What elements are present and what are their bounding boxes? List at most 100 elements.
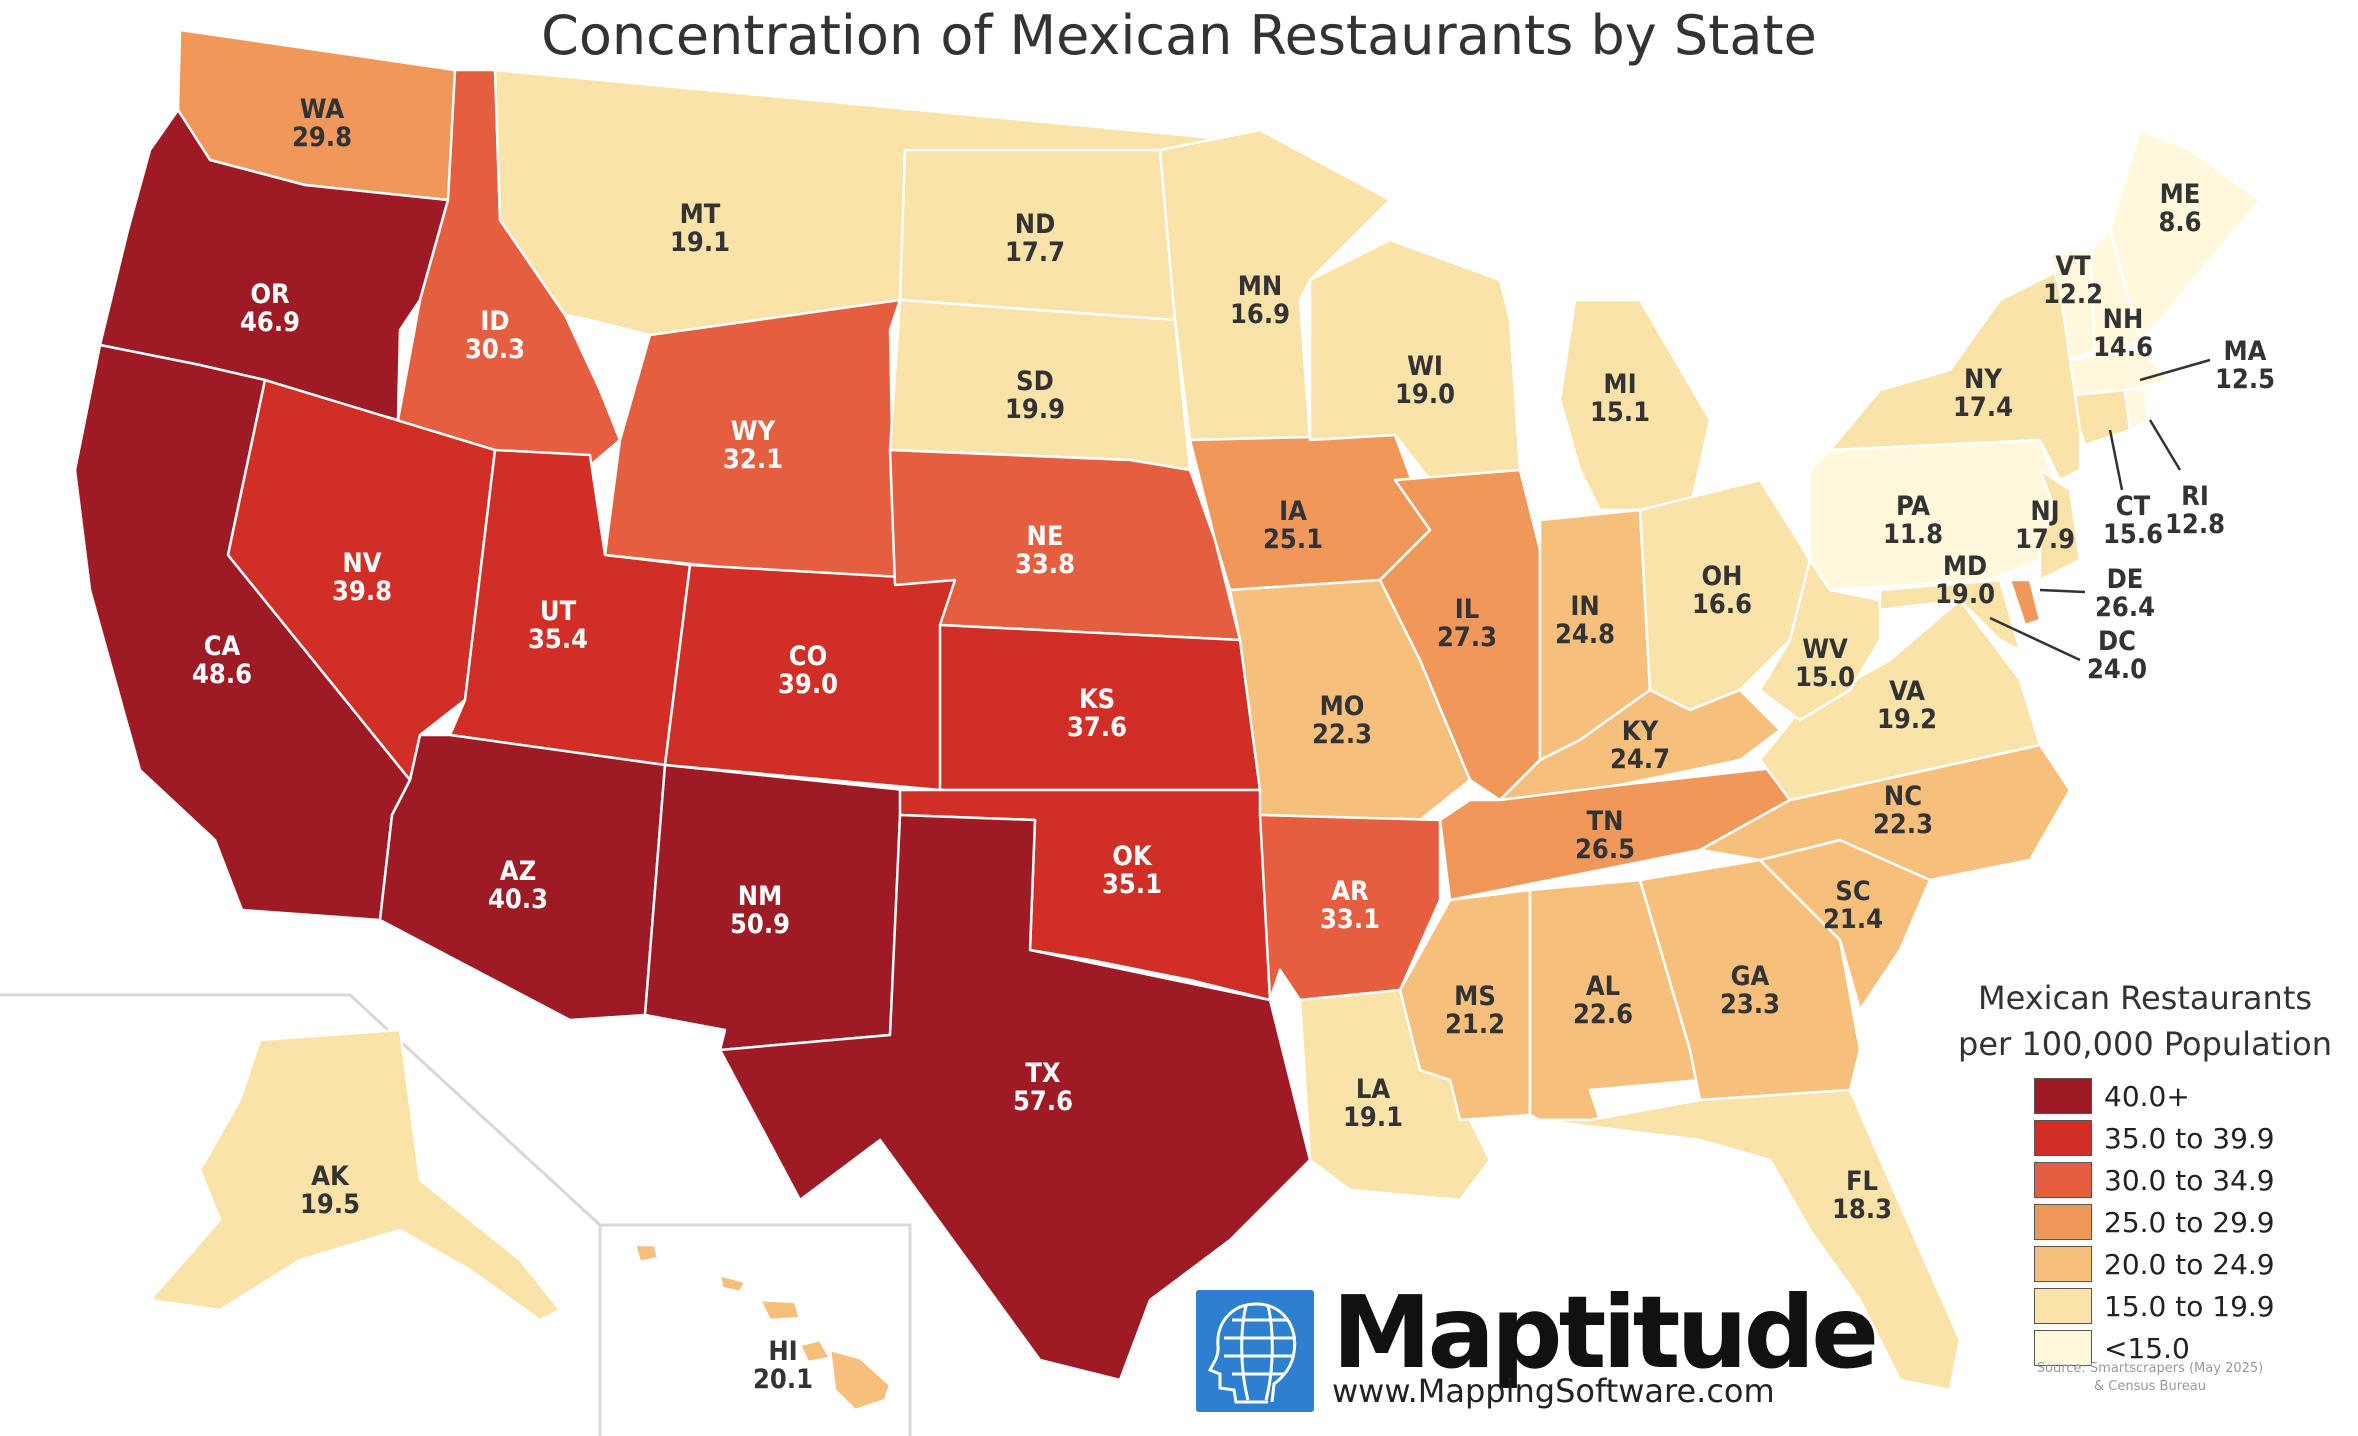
state-value-tx: 57.6	[1013, 1086, 1073, 1117]
legend-label: 20.0 to 24.9	[2104, 1247, 2275, 1281]
legend-swatch	[2034, 1120, 2092, 1156]
legend-swatch	[2034, 1162, 2092, 1198]
state-value-hi: 20.1	[753, 1364, 813, 1395]
legend-label: 35.0 to 39.9	[2104, 1121, 2275, 1155]
state-value-sc: 21.4	[1823, 904, 1883, 935]
ma-callout-line	[2139, 358, 2211, 382]
state-abbr-md: MD	[1943, 551, 1987, 582]
state-abbr-hi: HI	[768, 1336, 797, 1367]
state-value-me: 8.6	[2158, 207, 2201, 238]
state-abbr-nh: NH	[2103, 304, 2144, 335]
state-abbr-tn: TN	[1587, 806, 1624, 837]
legend-swatch	[2034, 1078, 2092, 1114]
state-value-md: 19.0	[1935, 579, 1995, 610]
state-nj	[2038, 468, 2082, 582]
brand-block: Maptitude www.MappingSoftware.com	[1196, 1274, 1879, 1420]
labels-layer: WA29.8OR46.9CA48.6ID30.3NV39.8MT19.1WY32…	[192, 94, 2275, 1395]
state-value-il: 27.3	[1437, 622, 1497, 653]
state-abbr-nd: ND	[1015, 209, 1056, 240]
globe-head-icon	[1196, 1290, 1314, 1412]
inset-frames	[0, 993, 912, 1436]
state-value-dc: 24.0	[2087, 654, 2147, 685]
state-value-wv: 15.0	[1795, 662, 1855, 693]
state-abbr-ct: CT	[2116, 491, 2151, 522]
state-me	[2108, 128, 2262, 342]
state-abbr-ok: OK	[1112, 841, 1153, 872]
state-abbr-tx: TX	[1025, 1058, 1061, 1089]
state-value-ne: 33.8	[1015, 549, 1075, 580]
state-abbr-wa: WA	[300, 94, 345, 125]
legend-item: 30.0 to 34.9	[2034, 1159, 2358, 1201]
state-value-mi: 15.1	[1590, 397, 1650, 428]
state-value-fl: 18.3	[1832, 1194, 1892, 1225]
state-ct	[2073, 388, 2132, 447]
state-value-ut: 35.4	[528, 624, 588, 655]
state-value-ok: 35.1	[1102, 869, 1162, 900]
brand-url[interactable]: www.MappingSoftware.com	[1332, 1372, 1775, 1410]
legend-swatch	[2034, 1330, 2092, 1366]
state-vt	[2048, 248, 2097, 362]
state-abbr-mt: MT	[680, 199, 721, 230]
legend-label: 40.0+	[2104, 1079, 2190, 1113]
state-value-id: 30.3	[465, 334, 525, 365]
state-abbr-nm: NM	[738, 881, 783, 912]
state-value-ia: 25.1	[1263, 524, 1323, 555]
hawaii-inset-frame	[600, 1223, 912, 1436]
state-abbr-ny: NY	[1964, 364, 2002, 395]
state-value-nv: 39.8	[332, 576, 392, 607]
legend: Mexican Restaurants per 100,000 Populati…	[1940, 975, 2358, 1369]
state-value-ca: 48.6	[192, 659, 252, 690]
state-or	[98, 108, 450, 422]
state-abbr-wy: WY	[731, 416, 776, 447]
state-value-nm: 50.9	[730, 909, 790, 940]
state-abbr-pa: PA	[1896, 491, 1930, 522]
state-value-pa: 11.8	[1883, 519, 1943, 550]
map-title: Concentration of Mexican Restaurants by …	[541, 4, 1817, 67]
state-value-ma: 12.5	[2215, 364, 2275, 395]
state-ma	[2068, 348, 2172, 397]
legend-swatch	[2034, 1204, 2092, 1240]
state-abbr-ky: KY	[1622, 716, 1659, 747]
state-value-va: 19.2	[1877, 704, 1937, 735]
state-value-or: 46.9	[240, 307, 300, 338]
ct-callout-line	[2108, 429, 2124, 491]
brand-name: Maptitude	[1332, 1274, 1879, 1391]
state-value-oh: 16.6	[1692, 589, 1752, 620]
state-abbr-mn: MN	[1238, 271, 1283, 302]
state-abbr-sc: SC	[1835, 876, 1870, 907]
legend-title: Mexican Restaurants per 100,000 Populati…	[1930, 975, 2358, 1067]
state-hi	[633, 1243, 892, 1412]
state-abbr-oh: OH	[1702, 561, 1743, 592]
state-pa	[1808, 438, 2062, 592]
state-label-me: ME8.6	[2158, 179, 2201, 238]
state-value-nc: 22.3	[1873, 809, 1933, 840]
state-abbr-wv: WV	[1802, 634, 1848, 665]
state-abbr-la: LA	[1356, 1074, 1390, 1105]
